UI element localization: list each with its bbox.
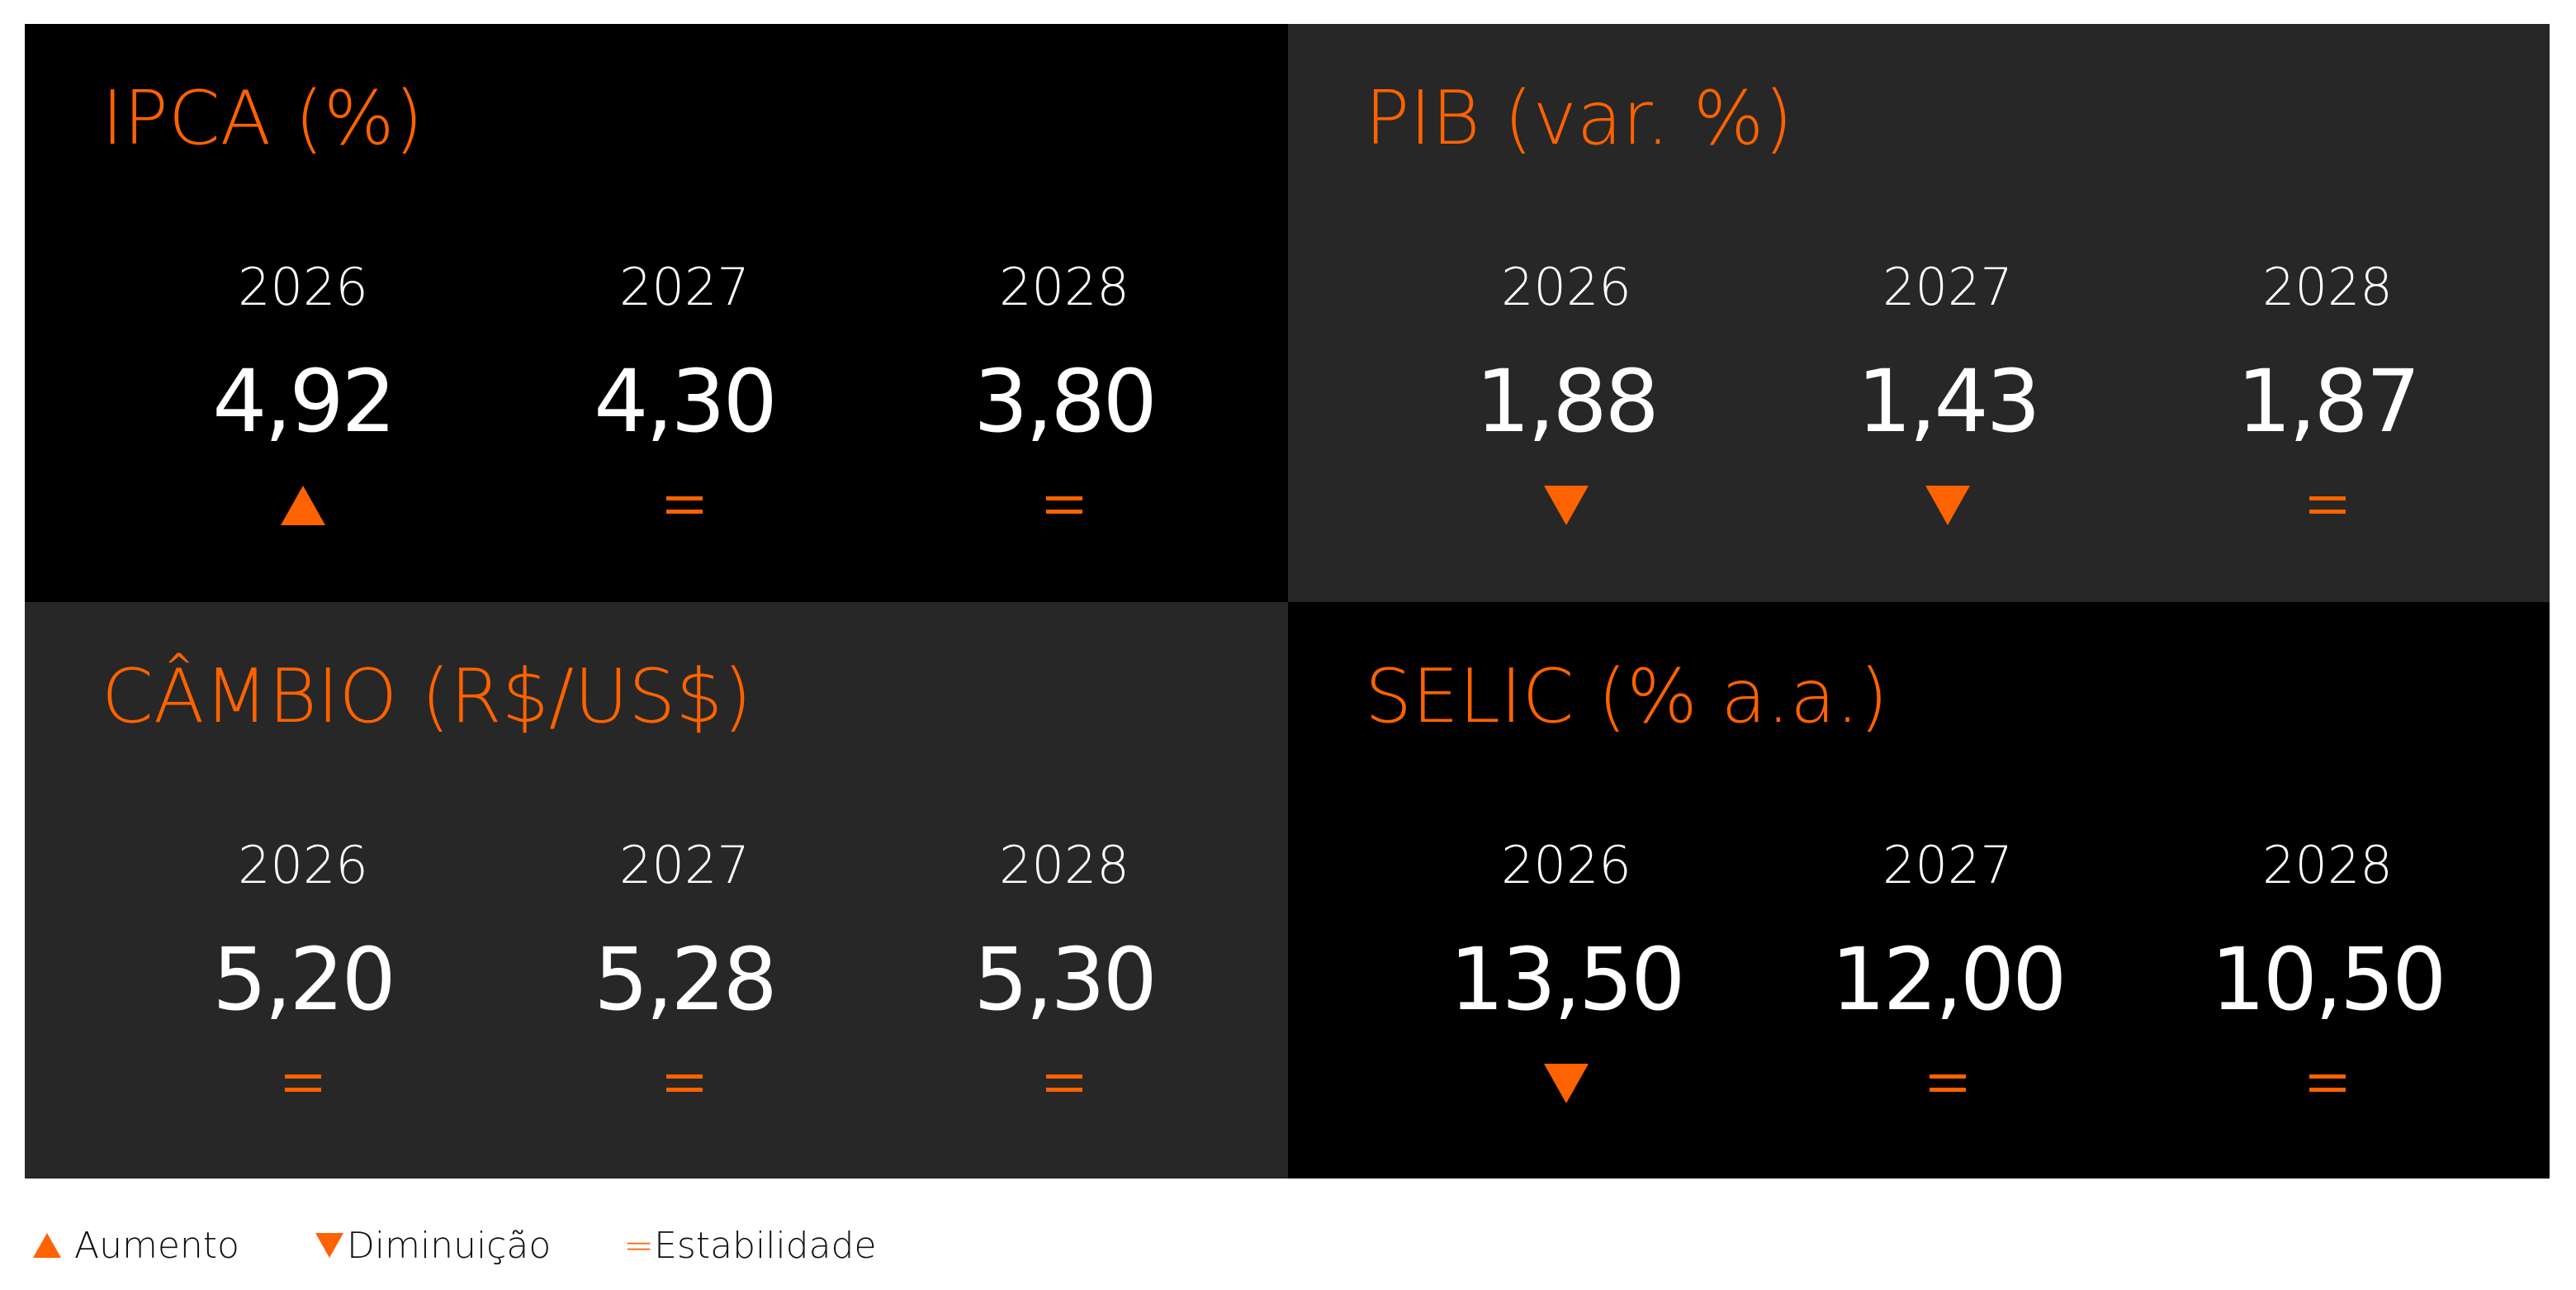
equals-icon <box>544 477 825 534</box>
panel-title: SELIC (% a.a.) <box>1365 653 1888 740</box>
year-label: 2028 <box>2262 257 2393 317</box>
year-label: 2028 <box>999 835 1129 895</box>
up-triangle-icon <box>163 477 443 534</box>
legend-label: =Estabilidade <box>623 1224 877 1267</box>
forecast-value: 5,20 <box>212 929 396 1030</box>
legend-label: Diminuição <box>346 1224 552 1267</box>
equals-icon <box>924 1055 1205 1112</box>
year-label: 2027 <box>619 835 750 895</box>
year-label: 2026 <box>1501 835 1631 895</box>
year-label: 2026 <box>238 835 368 895</box>
panel-title: CÂMBIO (R$/US$) <box>102 653 752 740</box>
forecast-value: 1,87 <box>2237 351 2421 452</box>
panel-selic: SELIC (% a.a.) 2026 13,50 2027 12,00 202… <box>1288 602 2550 1179</box>
up-triangle-icon <box>33 1233 61 1258</box>
forecast-value: 1,88 <box>1475 351 1660 452</box>
equals-icon <box>544 1055 825 1112</box>
down-triangle-icon <box>1426 477 1707 534</box>
legend-item-increase: Aumento <box>33 1225 239 1267</box>
forecast-value: 12,00 <box>1830 929 2067 1030</box>
forecast-value: 4,92 <box>212 351 396 452</box>
equals-icon <box>924 477 1205 534</box>
legend-item-decrease: Diminuição <box>315 1225 551 1267</box>
equals-icon <box>2187 477 2468 534</box>
forecast-value: 5,30 <box>973 929 1158 1030</box>
equals-icon: = <box>623 1224 655 1267</box>
panel-ipca: IPCA (%) 2026 4,92 2027 4,30 2028 3,80 <box>25 24 1288 602</box>
forecast-value: 13,50 <box>1449 929 1686 1030</box>
panel-cambio: CÂMBIO (R$/US$) 2026 5,20 2027 5,28 2028… <box>25 602 1288 1179</box>
down-triangle-icon <box>1807 477 2088 534</box>
panel-title: IPCA (%) <box>102 75 424 162</box>
legend-item-stable: =Estabilidade <box>623 1225 876 1267</box>
indicators-grid: IPCA (%) 2026 4,92 2027 4,30 2028 3,80 P… <box>25 24 2550 1179</box>
year-label: 2027 <box>1882 835 2013 895</box>
forecast-value: 1,43 <box>1857 351 2041 452</box>
down-triangle-icon <box>315 1233 343 1258</box>
year-label: 2027 <box>1882 257 2013 317</box>
year-label: 2026 <box>238 257 368 317</box>
panel-pib: PIB (var. %) 2026 1,88 2027 1,43 2028 1,… <box>1288 24 2550 602</box>
forecast-value: 5,28 <box>594 929 778 1030</box>
forecast-value: 4,30 <box>594 351 778 452</box>
panel-title: PIB (var. %) <box>1365 75 1793 162</box>
forecast-value: 3,80 <box>973 351 1158 452</box>
legend: Aumento Diminuição =Estabilidade <box>33 1221 877 1270</box>
year-label: 2027 <box>619 257 750 317</box>
legend-label: Aumento <box>74 1224 239 1267</box>
forecast-value: 10,50 <box>2210 929 2447 1030</box>
year-label: 2028 <box>2262 835 2393 895</box>
equals-icon <box>2187 1055 2468 1112</box>
year-label: 2026 <box>1501 257 1631 317</box>
year-label: 2028 <box>999 257 1129 317</box>
equals-icon <box>1807 1055 2088 1112</box>
equals-icon <box>163 1055 443 1112</box>
down-triangle-icon <box>1426 1055 1707 1112</box>
